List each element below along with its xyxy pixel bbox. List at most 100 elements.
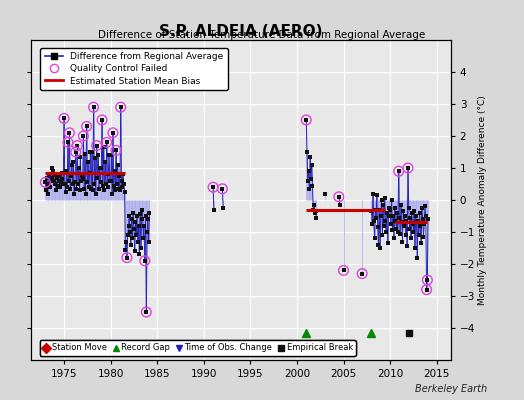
Point: [304, 168, 313, 174]
Point: [419, 234, 428, 240]
Point: [394, 229, 402, 235]
Point: [145, 238, 153, 245]
Point: [389, 213, 397, 219]
Point: [383, 210, 391, 216]
Point: [76, 154, 84, 160]
Point: [61, 189, 70, 195]
Point: [126, 229, 134, 235]
Point: [142, 309, 150, 315]
Point: [145, 210, 154, 216]
Point: [135, 251, 144, 258]
Point: [55, 178, 63, 184]
Point: [80, 186, 89, 192]
Point: [416, 210, 424, 216]
Point: [92, 142, 101, 149]
Point: [124, 232, 132, 238]
Point: [408, 210, 416, 216]
Point: [140, 258, 149, 264]
Point: [90, 181, 99, 187]
Point: [311, 210, 319, 216]
Point: [423, 277, 432, 283]
Point: [93, 174, 102, 181]
Point: [411, 213, 420, 219]
Point: [108, 190, 116, 197]
Point: [136, 211, 144, 218]
Point: [50, 178, 58, 184]
Point: [88, 149, 96, 155]
Point: [58, 176, 67, 182]
Point: [71, 179, 79, 186]
Point: [98, 117, 106, 123]
Point: [48, 165, 56, 171]
Point: [64, 178, 73, 184]
Point: [134, 238, 142, 245]
Text: Difference of Station Temperature Data from Regional Average: Difference of Station Temperature Data f…: [99, 30, 425, 40]
Point: [43, 190, 52, 197]
Point: [386, 206, 394, 213]
Point: [73, 142, 81, 149]
Point: [85, 170, 94, 176]
Point: [335, 202, 344, 208]
Point: [219, 205, 227, 211]
Point: [340, 267, 348, 274]
Point: [369, 190, 377, 197]
Point: [402, 218, 411, 224]
Point: [405, 205, 413, 211]
Point: [54, 173, 63, 179]
Point: [144, 216, 152, 222]
Point: [52, 187, 60, 194]
Point: [405, 226, 413, 232]
Point: [130, 226, 138, 232]
Y-axis label: Monthly Temperature Anomaly Difference (°C): Monthly Temperature Anomaly Difference (…: [478, 95, 487, 305]
Point: [115, 173, 123, 179]
Point: [387, 197, 396, 203]
Point: [302, 117, 310, 123]
Point: [140, 258, 149, 264]
Point: [303, 149, 311, 155]
Point: [368, 221, 376, 227]
Point: [377, 197, 386, 203]
Point: [388, 227, 397, 234]
Point: [140, 222, 148, 229]
Point: [92, 142, 101, 149]
Point: [53, 182, 62, 189]
Point: [64, 139, 72, 146]
Point: [358, 270, 366, 277]
Point: [100, 187, 108, 194]
Point: [79, 133, 88, 139]
Point: [107, 152, 116, 158]
Point: [62, 168, 71, 174]
Point: [92, 190, 100, 197]
Point: [113, 162, 122, 168]
Point: [422, 213, 430, 219]
Point: [404, 165, 412, 171]
Point: [418, 205, 426, 211]
Point: [60, 115, 68, 122]
Point: [110, 182, 118, 189]
Point: [116, 187, 124, 194]
Point: [102, 181, 110, 187]
Point: [413, 254, 421, 261]
Point: [119, 181, 128, 187]
Point: [49, 168, 57, 174]
Point: [422, 286, 431, 293]
Point: [66, 130, 74, 136]
Point: [142, 309, 150, 315]
Point: [384, 213, 392, 219]
Point: [103, 139, 111, 146]
Point: [50, 171, 59, 178]
Point: [308, 182, 316, 189]
Point: [56, 184, 64, 190]
Point: [392, 226, 400, 232]
Point: [64, 139, 72, 146]
Point: [382, 229, 390, 235]
Point: [90, 104, 98, 110]
Title: S.P. ALDEIA (AERO): S.P. ALDEIA (AERO): [159, 24, 323, 39]
Point: [132, 219, 140, 226]
Point: [82, 190, 90, 197]
Point: [45, 181, 53, 187]
Point: [406, 214, 414, 221]
Point: [66, 186, 74, 192]
Point: [41, 179, 50, 186]
Point: [218, 186, 226, 192]
